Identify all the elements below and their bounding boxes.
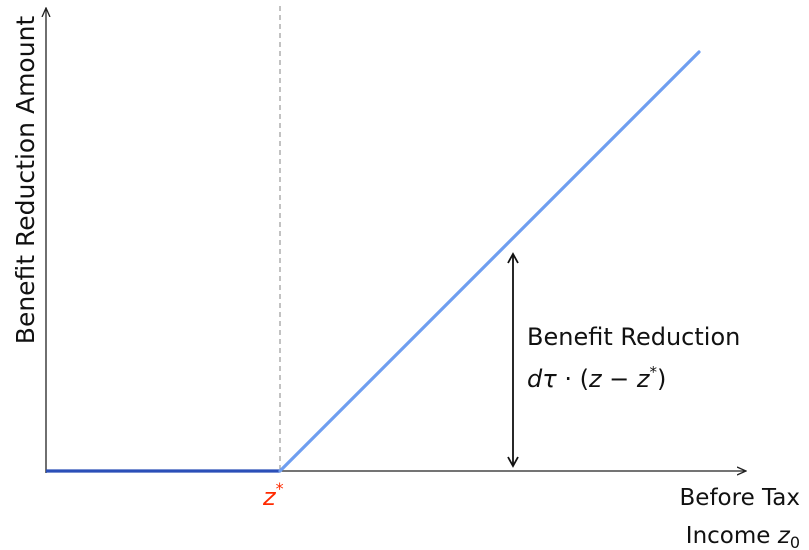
annotation-line1: Benefit Reduction	[527, 323, 740, 351]
y-axis-label: Benefit Reduction Amount	[11, 16, 40, 345]
threshold-label: z*	[262, 479, 284, 511]
annotation-formula: dτ · (z − z*)	[527, 363, 666, 393]
rising-segment	[278, 50, 701, 473]
x-axis-label-line1: Before Tax	[680, 485, 800, 511]
x-axis-label-line2: Income z0	[686, 523, 800, 550]
